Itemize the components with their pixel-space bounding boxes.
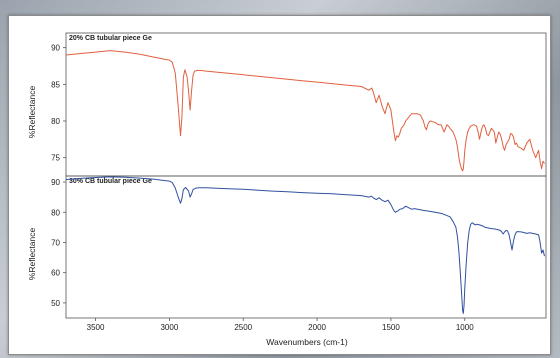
y-tick-label: 80 [51, 208, 60, 217]
x-tick-label: 2000 [308, 323, 326, 332]
x-axis-label: Wavenumbers (cm-1) [266, 337, 348, 347]
x-tick-label: 2500 [234, 323, 252, 332]
bottom-panel: 50 60 70 80 90 3500 3000 2500 2000 1500 1000 30% CB… [51, 175, 547, 332]
spectrum-line [65, 50, 545, 172]
y-tick-label: 90 [51, 178, 60, 187]
x-tick-label: 1000 [456, 323, 474, 332]
plot-frame [65, 175, 547, 319]
top-panel: 75 80 85 90 20% CB tubular piece Ge [51, 32, 547, 177]
y-tick-label: 85 [51, 80, 60, 89]
x-tick-label: 3000 [160, 323, 178, 332]
top-y-axis-label: %Reflectance [27, 86, 37, 139]
x-tick-label: 3500 [87, 323, 105, 332]
y-tick-label: 75 [51, 154, 60, 163]
y-tick-label: 60 [51, 269, 60, 278]
panel-title: 30% CB tubular piece Ge [69, 178, 152, 185]
y-tick-label: 70 [51, 238, 60, 247]
panel-title: 20% CB tubular piece Ge [69, 35, 152, 42]
y-tick-label: 90 [51, 44, 60, 53]
spectrum-line [65, 176, 545, 314]
bottom-y-axis-label: %Reflectance [27, 228, 37, 281]
y-tick-label: 80 [51, 117, 60, 126]
x-tick-label: 1500 [382, 323, 400, 332]
spectra-chart: 75 80 85 90 20% CB tubular piece Ge 50 60 70 80… [27, 32, 547, 347]
y-tick-label: 50 [51, 299, 60, 308]
spectrum-figure: 75 80 85 90 20% CB tubular piece Ge 50 60 70 80… [8, 15, 551, 355]
